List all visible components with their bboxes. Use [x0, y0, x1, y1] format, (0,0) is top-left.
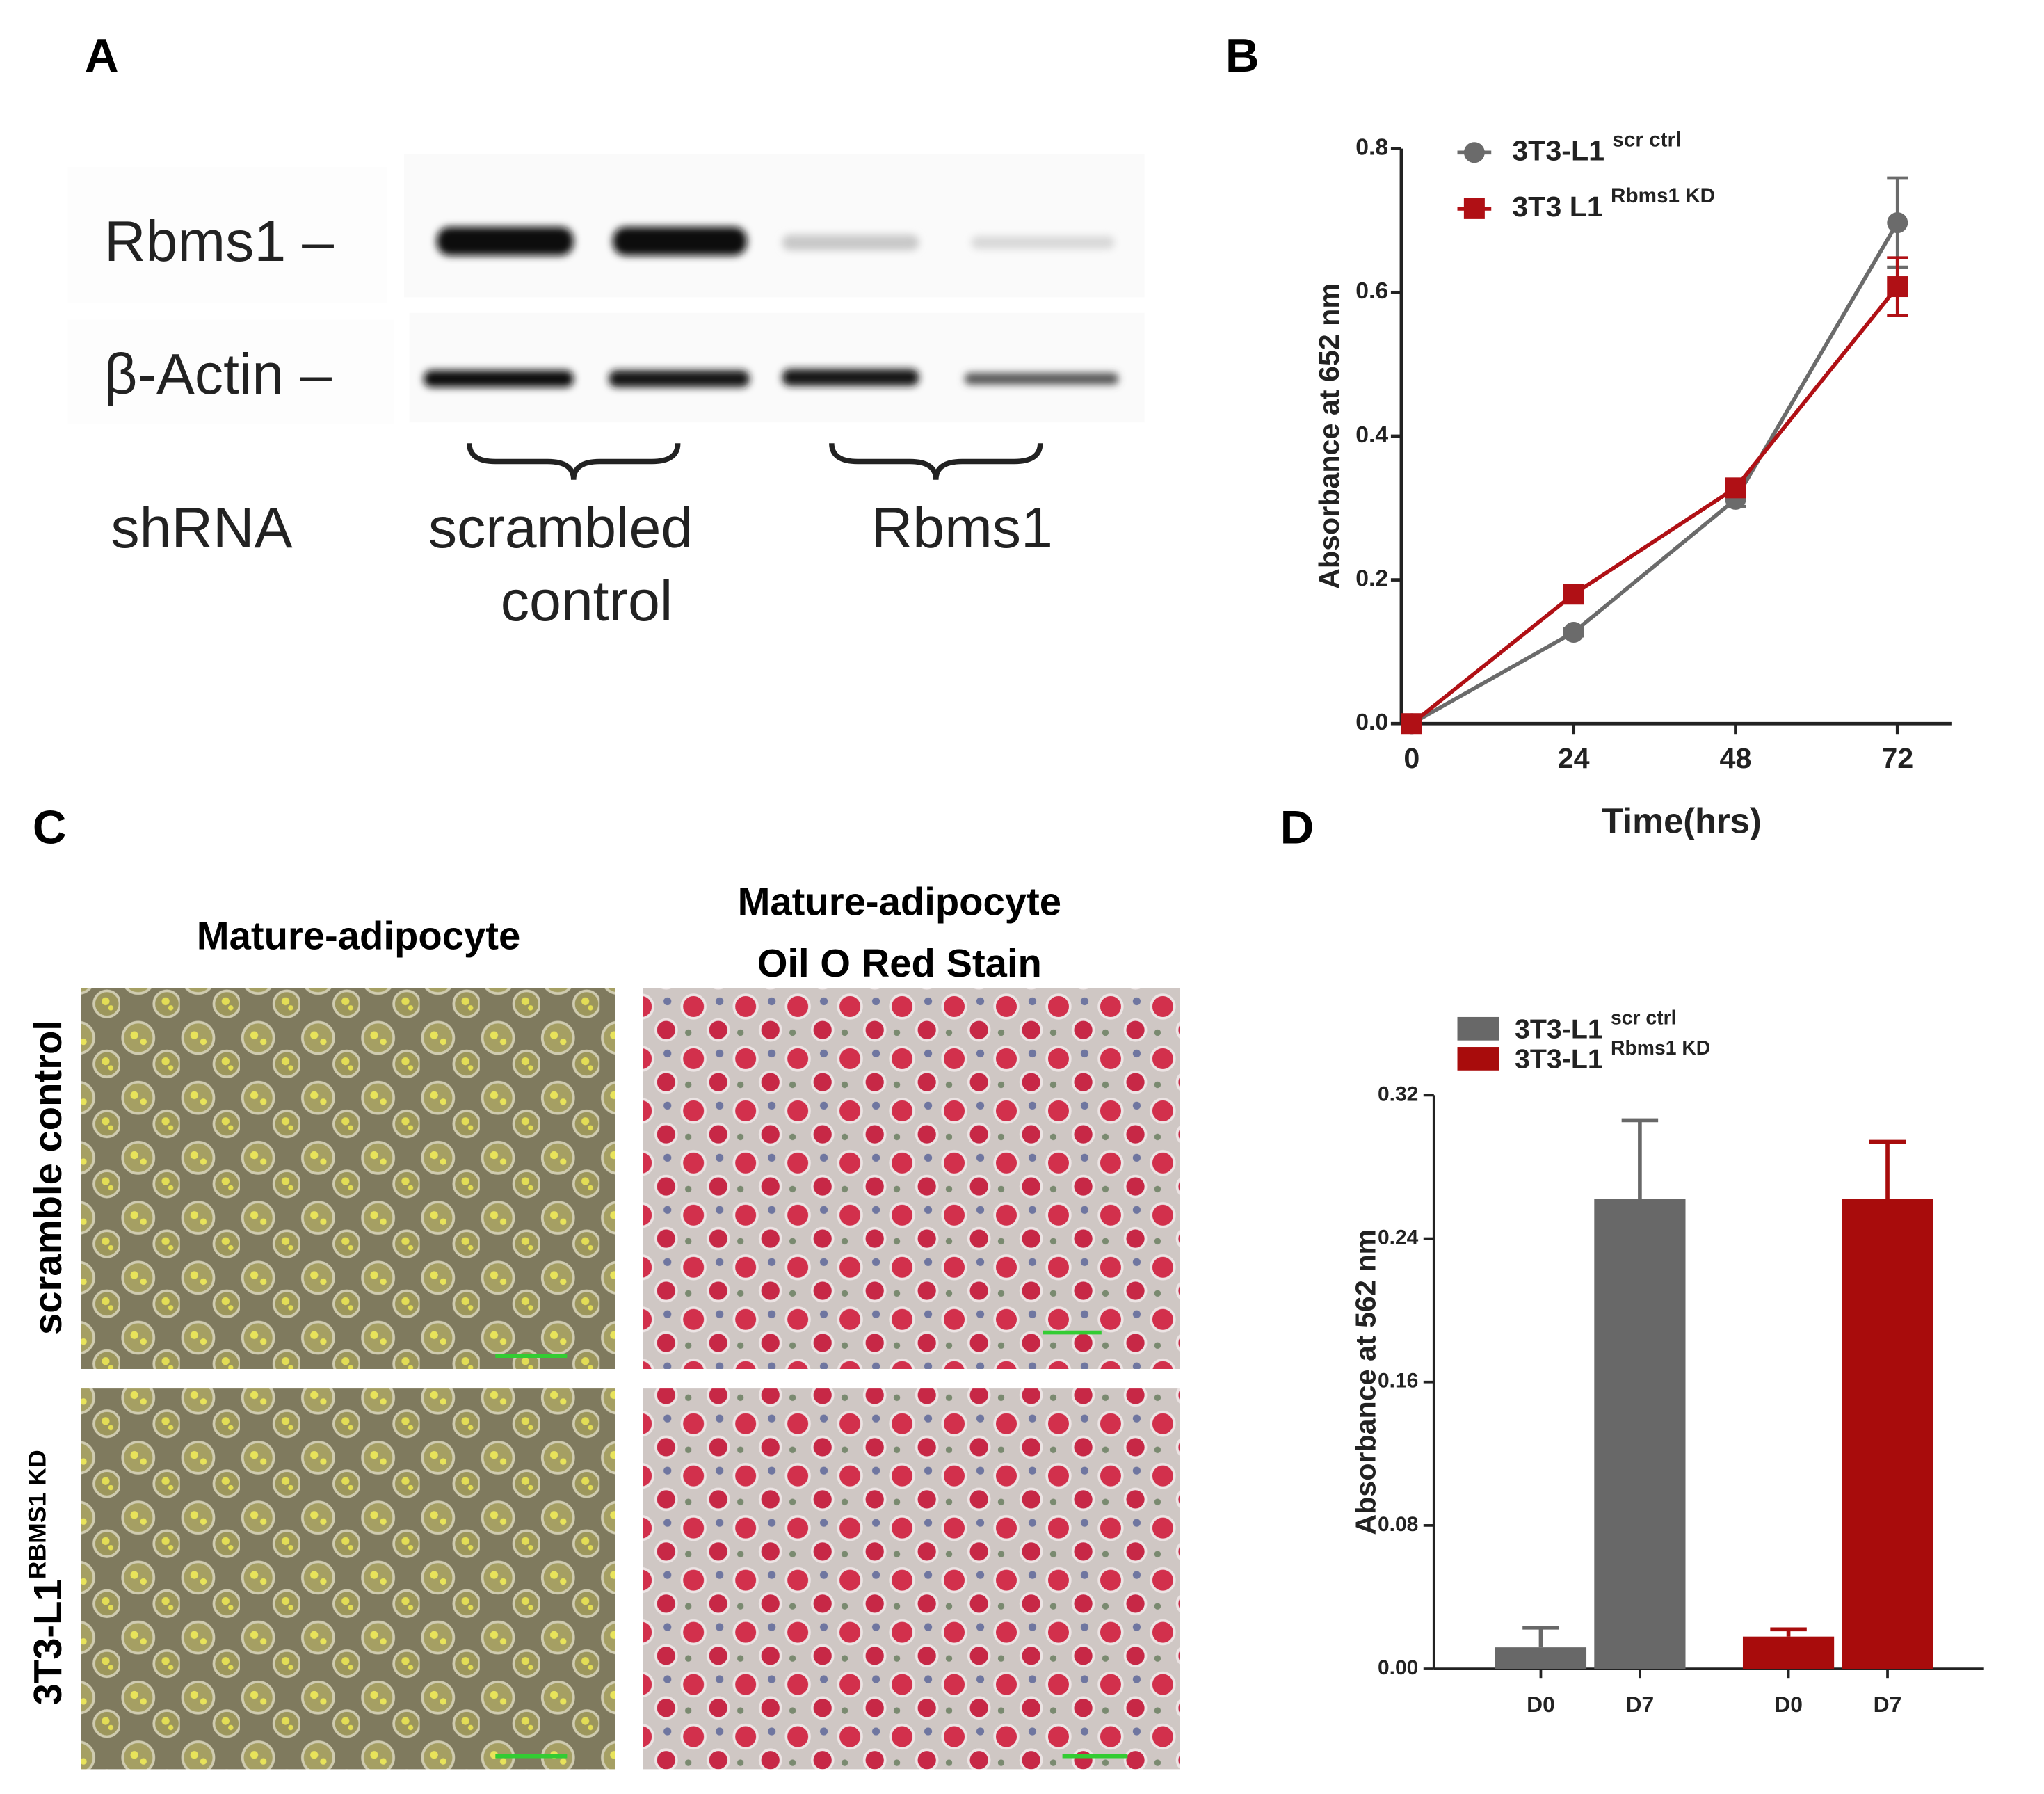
y-tick-label: 0.08	[1378, 1513, 1418, 1536]
y-tick-label: 0.2	[1355, 565, 1388, 591]
x-tick-label: 72	[1881, 742, 1913, 774]
row-label-name: 3T3-L1	[26, 1579, 70, 1705]
group-label: Rbms1	[871, 496, 1053, 560]
band	[609, 370, 750, 387]
legend-sup: Rbms1 KD	[1611, 184, 1715, 207]
legend-name: 3T3 L1	[1512, 191, 1603, 223]
bands	[424, 227, 1119, 387]
protein-label: Rbms1 –	[104, 209, 334, 273]
marker	[1563, 584, 1584, 605]
marker	[1563, 622, 1584, 643]
marker	[1887, 212, 1908, 234]
y-tick-label: 0.32	[1378, 1082, 1418, 1105]
y-tick-label: 0.6	[1355, 278, 1388, 304]
y-tick-label: 0.4	[1355, 422, 1388, 448]
band	[971, 236, 1115, 249]
group-label: control	[501, 569, 673, 633]
x-tick-label: 0	[1403, 742, 1419, 774]
group-label: scrambled	[428, 496, 693, 560]
y-tick-label: 0.0	[1355, 709, 1388, 735]
legend-name: 3T3-L1	[1512, 134, 1604, 166]
legend-label: 3T3-L1 scr ctrl	[1512, 128, 1681, 166]
y-axis-label: Absorbance at 652 nm	[1313, 283, 1345, 589]
bar	[1594, 1199, 1686, 1669]
panel-label: A	[85, 30, 119, 82]
error-bar	[1522, 1625, 1559, 1648]
marker	[1887, 276, 1908, 298]
y-tick-label: 0.16	[1378, 1370, 1418, 1393]
protein-label: β-Actin –	[104, 342, 332, 406]
error-bar	[1770, 1627, 1807, 1637]
brace	[829, 442, 1043, 481]
band	[965, 373, 1119, 385]
legend-sup: scr ctrl	[1612, 128, 1681, 151]
legend-label: 3T3 L1 Rbms1 KD	[1512, 184, 1715, 223]
x-axis-label: Time(hrs)	[1602, 801, 1762, 841]
y-tick-label: 0.24	[1378, 1226, 1419, 1249]
legend-marker	[1463, 198, 1485, 219]
x-tick-label: D0	[1774, 1692, 1803, 1717]
x-tick-label: D0	[1527, 1692, 1555, 1717]
error-bar	[1869, 1139, 1906, 1199]
micrograph	[81, 988, 615, 1369]
x-tick-label: D7	[1874, 1692, 1902, 1717]
bar	[1495, 1647, 1587, 1669]
legend-name: 3T3-L1	[1515, 1014, 1603, 1045]
legend-swatch	[1457, 1047, 1499, 1071]
series-line	[1410, 221, 1899, 726]
legend-name: 3T3-L1	[1515, 1044, 1603, 1075]
band	[436, 227, 574, 256]
error-bar	[1621, 1118, 1659, 1199]
legend-sup: scr ctrl	[1611, 1007, 1677, 1030]
band	[782, 369, 919, 386]
marker	[1725, 477, 1746, 499]
blot-box	[409, 312, 1145, 423]
micrograph	[643, 988, 1180, 1369]
row-label-sup: RBMS1 KD	[24, 1450, 51, 1579]
panel-label: D	[1280, 802, 1314, 854]
y-axis-label: Absorbance at 562 nm	[1349, 1229, 1381, 1535]
legend-marker	[1463, 142, 1485, 163]
band	[782, 234, 919, 250]
blot-box	[404, 154, 1145, 298]
legend-label: 3T3-L1 Rbms1 KD	[1515, 1037, 1710, 1075]
micrograph	[81, 1388, 615, 1770]
x-tick-label: 48	[1720, 742, 1752, 774]
legend-swatch	[1457, 1016, 1499, 1041]
legend-label: 3T3-L1 scr ctrl	[1515, 1007, 1677, 1045]
row-label: 3T3-L1RBMS1 KD	[24, 1450, 70, 1705]
row-label: shRNA	[111, 496, 292, 560]
band	[612, 227, 748, 256]
label-box	[67, 166, 387, 303]
legend-sup: Rbms1 KD	[1611, 1037, 1710, 1059]
column-title: Oil O Red Stain	[757, 941, 1042, 985]
y-tick-label: 0.00	[1378, 1656, 1418, 1679]
marker	[1401, 713, 1422, 735]
micrograph	[643, 1388, 1180, 1770]
panel-label: C	[33, 802, 67, 854]
panel-label: B	[1225, 30, 1260, 82]
y-tick-label: 0.8	[1355, 134, 1388, 161]
column-title: Mature-adipocyte	[197, 913, 520, 957]
column-title: Mature-adipocyte	[738, 880, 1061, 924]
bar	[1742, 1636, 1835, 1669]
band	[424, 370, 574, 387]
label-box	[67, 319, 394, 424]
x-tick-label: 24	[1558, 742, 1590, 774]
brace	[467, 442, 681, 481]
series-line	[1410, 285, 1899, 726]
row-label: scramble control	[26, 1020, 70, 1335]
x-tick-label: D7	[1626, 1692, 1655, 1717]
bar	[1842, 1199, 1933, 1669]
